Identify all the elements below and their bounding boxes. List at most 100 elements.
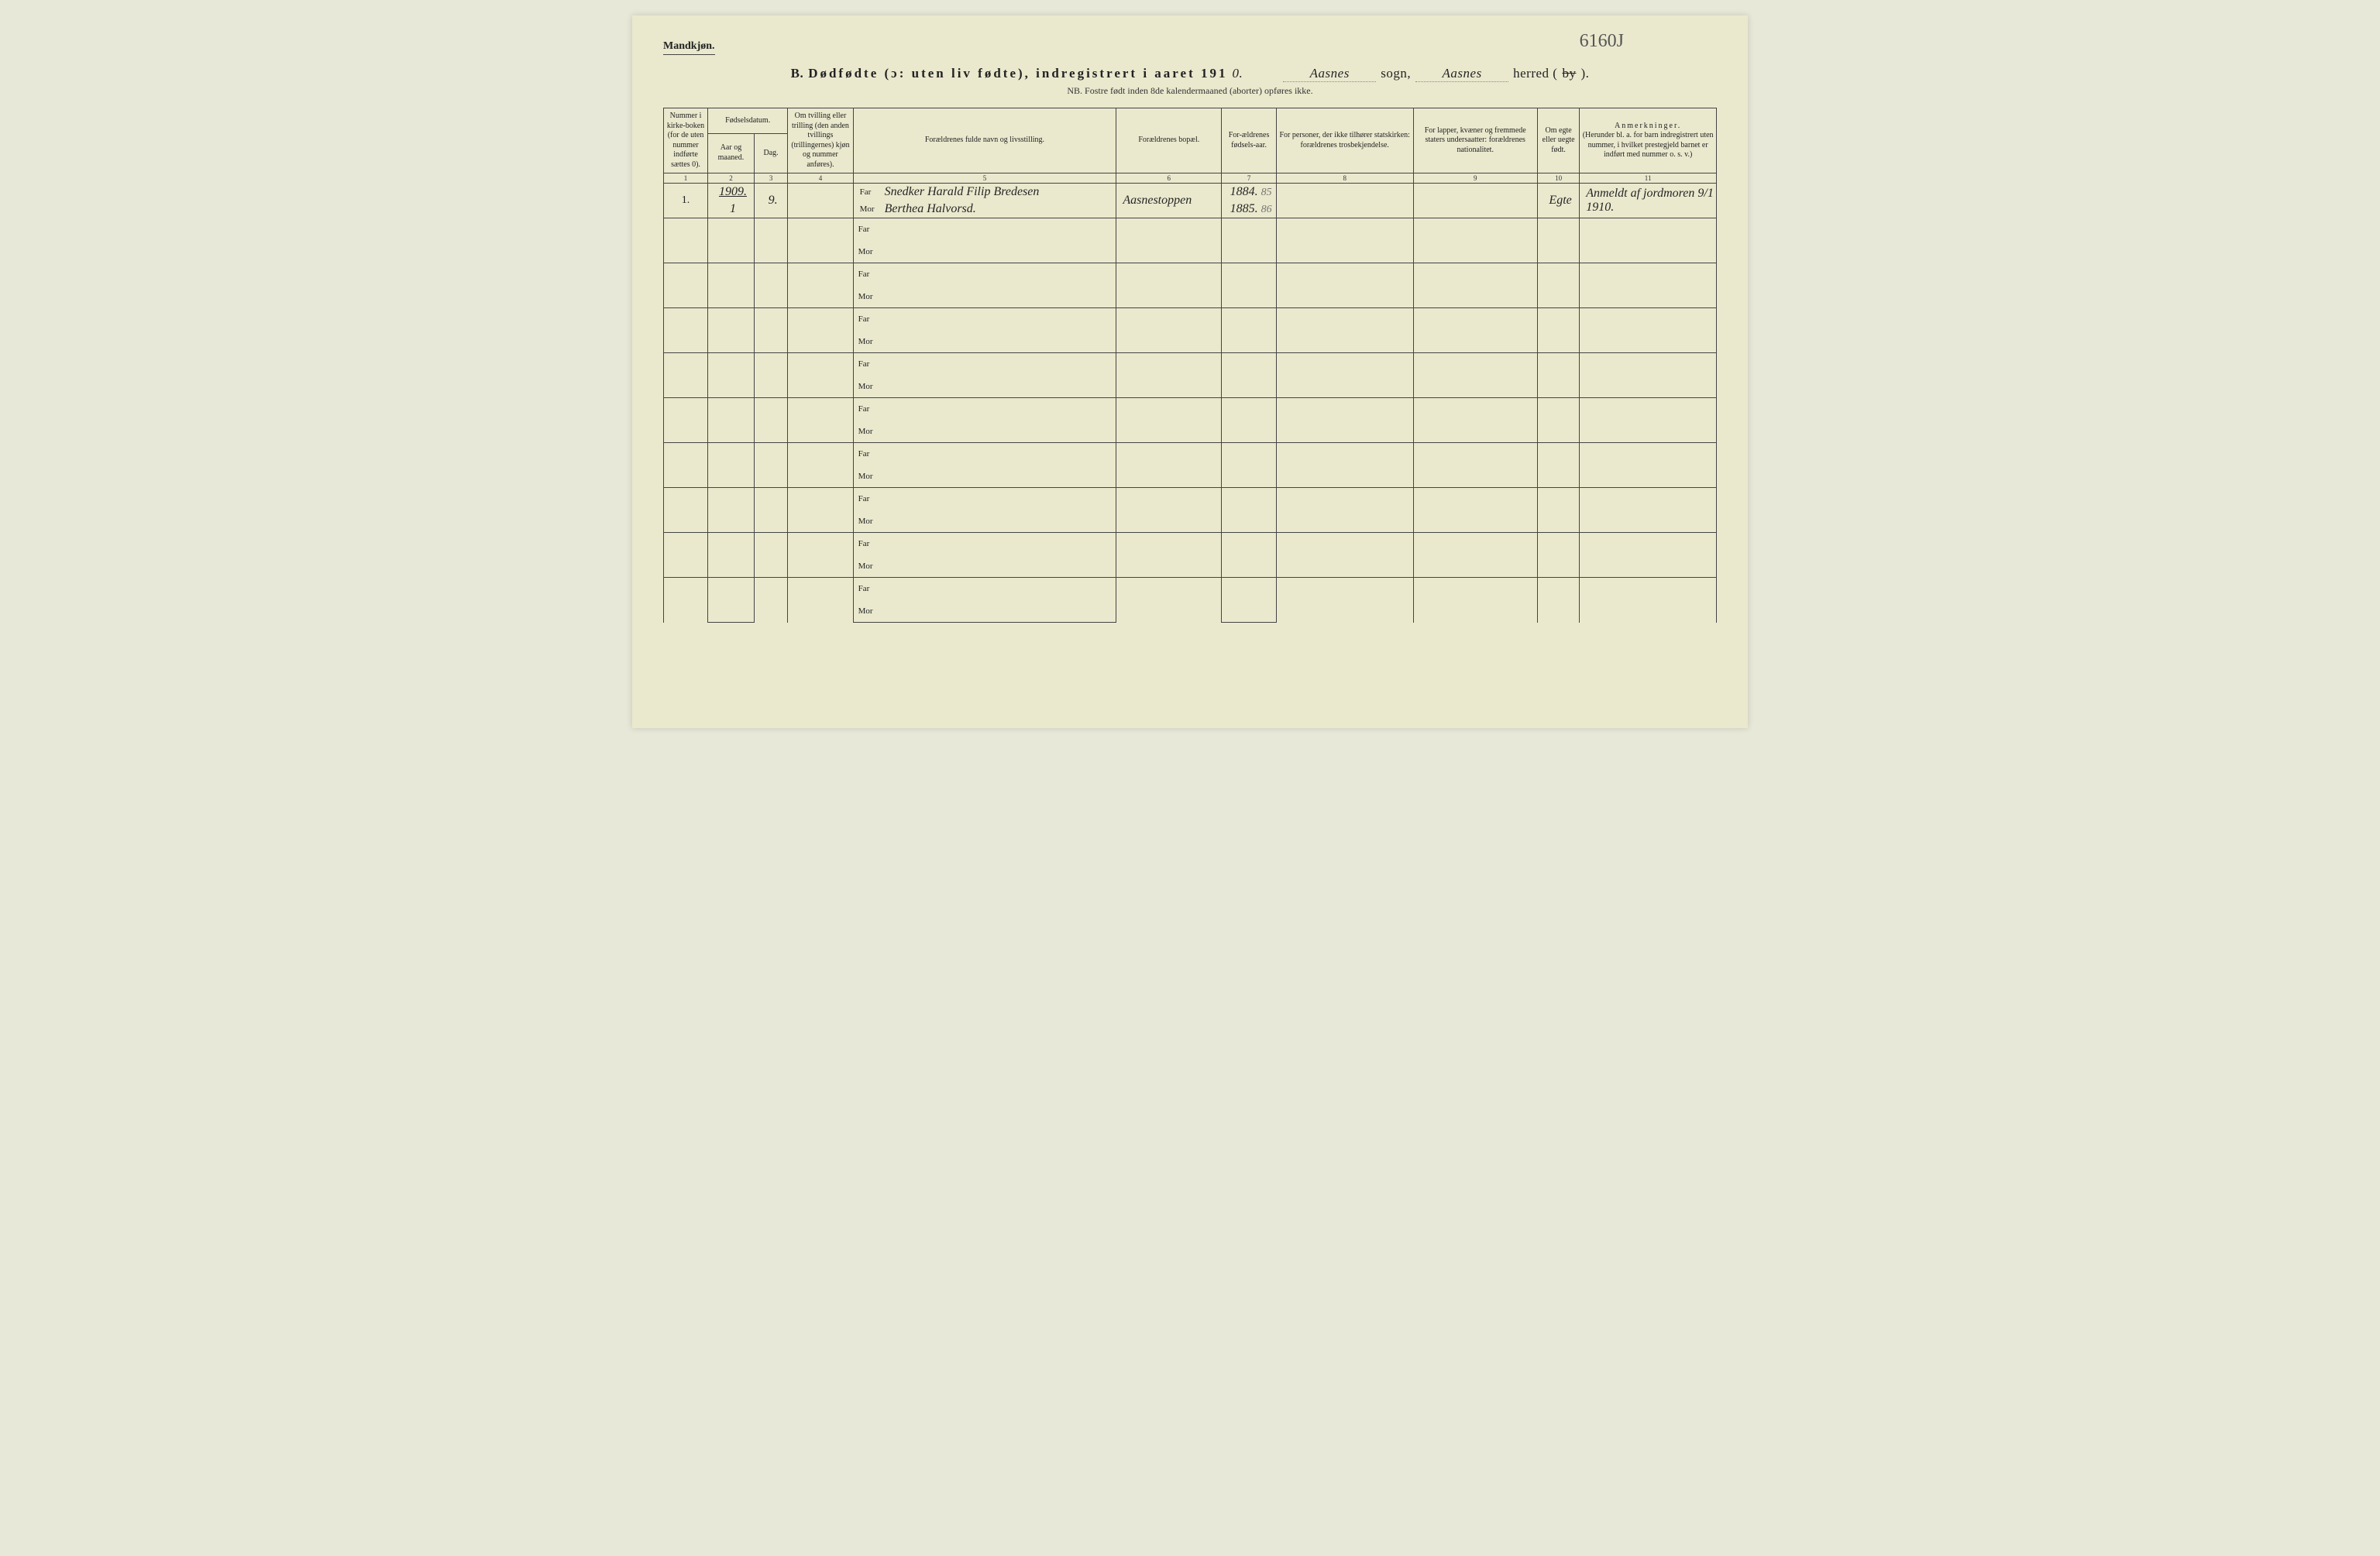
mother-birth [1222, 600, 1277, 623]
nationality [1413, 263, 1537, 308]
nationality [1413, 443, 1537, 488]
year-month [708, 263, 755, 286]
year-month: 1909. [708, 184, 755, 201]
father-name: Far [853, 308, 1116, 331]
entry-number [664, 443, 708, 488]
nationality [1413, 308, 1537, 353]
nationality [1413, 488, 1537, 533]
father-birth [1222, 443, 1277, 465]
year-month [708, 488, 755, 510]
title-main: Dødfødte (ɔ: uten liv fødte), indregistr… [808, 66, 1227, 81]
father-name: Far [853, 353, 1116, 376]
day [754, 218, 787, 263]
mother-name: Mor [853, 331, 1116, 353]
faith [1276, 353, 1413, 398]
father-name: Far [853, 398, 1116, 421]
month: 1 [708, 201, 755, 218]
entry-number [664, 218, 708, 263]
label-herred-pre: herred ( [1513, 66, 1557, 81]
year-month [708, 353, 755, 376]
mother-name: Mor [853, 376, 1116, 398]
mother-birth [1222, 286, 1277, 308]
column-number: 6 [1116, 173, 1222, 184]
table-row: Far [664, 308, 1717, 331]
table-row: Far [664, 578, 1717, 600]
legitimacy [1537, 533, 1579, 578]
column-number: 1 [664, 173, 708, 184]
entry-number [664, 533, 708, 578]
twin [788, 578, 853, 623]
remarks [1580, 218, 1717, 263]
father-name: Far [853, 533, 1116, 555]
faith [1276, 488, 1413, 533]
faith [1276, 218, 1413, 263]
twin [788, 308, 853, 353]
faith [1276, 533, 1413, 578]
month [708, 421, 755, 443]
twin [788, 353, 853, 398]
mother-name: Mor [853, 600, 1116, 623]
register-table: Nummer i kirke-boken (for de uten nummer… [663, 108, 1717, 623]
remarks [1580, 353, 1717, 398]
residence [1116, 488, 1222, 533]
residence: Aasnestoppen [1116, 184, 1222, 218]
col-10-header: Om egte eller uegte født. [1537, 108, 1579, 173]
entry-number: 1. [664, 184, 708, 218]
remarks [1580, 443, 1717, 488]
legitimacy: Egte [1537, 184, 1579, 218]
father-name: Far [853, 218, 1116, 241]
day [754, 263, 787, 308]
col-5-header: Forældrenes fulde navn og livsstilling. [853, 108, 1116, 173]
month [708, 555, 755, 578]
table-row: Far [664, 263, 1717, 286]
day [754, 578, 787, 623]
col-2b-header: Dag. [754, 133, 787, 173]
residence [1116, 263, 1222, 308]
entry-number [664, 398, 708, 443]
column-number: 3 [754, 173, 787, 184]
year-month [708, 533, 755, 555]
mother-birth [1222, 465, 1277, 488]
label-herred-post: ). [1580, 66, 1589, 81]
page-title: B. Dødfødte (ɔ: uten liv fødte), indregi… [663, 66, 1717, 82]
faith [1276, 263, 1413, 308]
year-month [708, 578, 755, 600]
col-8-header: For personer, der ikke tilhører statskir… [1276, 108, 1413, 173]
table-header: Nummer i kirke-boken (for de uten nummer… [664, 108, 1717, 184]
father-birth [1222, 218, 1277, 241]
col-11-header: Anmerkninger. (Herunder bl. a. for barn … [1580, 108, 1717, 173]
day [754, 398, 787, 443]
residence [1116, 533, 1222, 578]
father-name: Far [853, 578, 1116, 600]
nationality [1413, 353, 1537, 398]
twin [788, 263, 853, 308]
entry-number [664, 263, 708, 308]
col-11-sub: (Herunder bl. a. for barn indregistrert … [1582, 131, 1714, 160]
mother-birth [1222, 421, 1277, 443]
month [708, 286, 755, 308]
faith [1276, 308, 1413, 353]
mother-birth [1222, 241, 1277, 263]
day [754, 443, 787, 488]
residence [1116, 443, 1222, 488]
faith [1276, 578, 1413, 623]
title-prefix: B. [791, 66, 804, 81]
column-number: 4 [788, 173, 853, 184]
father-birth [1222, 308, 1277, 331]
column-number: 11 [1580, 173, 1717, 184]
mother-name: MorBerthea Halvorsd. [853, 201, 1116, 218]
year-month [708, 398, 755, 421]
day [754, 353, 787, 398]
mother-name: Mor [853, 555, 1116, 578]
legitimacy [1537, 578, 1579, 623]
legitimacy [1537, 443, 1579, 488]
father-name: FarSnedker Harald Filip Bredesen [853, 184, 1116, 201]
father-birth [1222, 263, 1277, 286]
remarks: Anmeldt af jordmoren 9/1 1910. [1580, 184, 1717, 218]
twin [788, 533, 853, 578]
ledger-page: Mandkjøn. 6160J B. Dødfødte (ɔ: uten liv… [632, 15, 1748, 728]
residence [1116, 398, 1222, 443]
faith [1276, 443, 1413, 488]
father-name: Far [853, 443, 1116, 465]
month [708, 600, 755, 623]
